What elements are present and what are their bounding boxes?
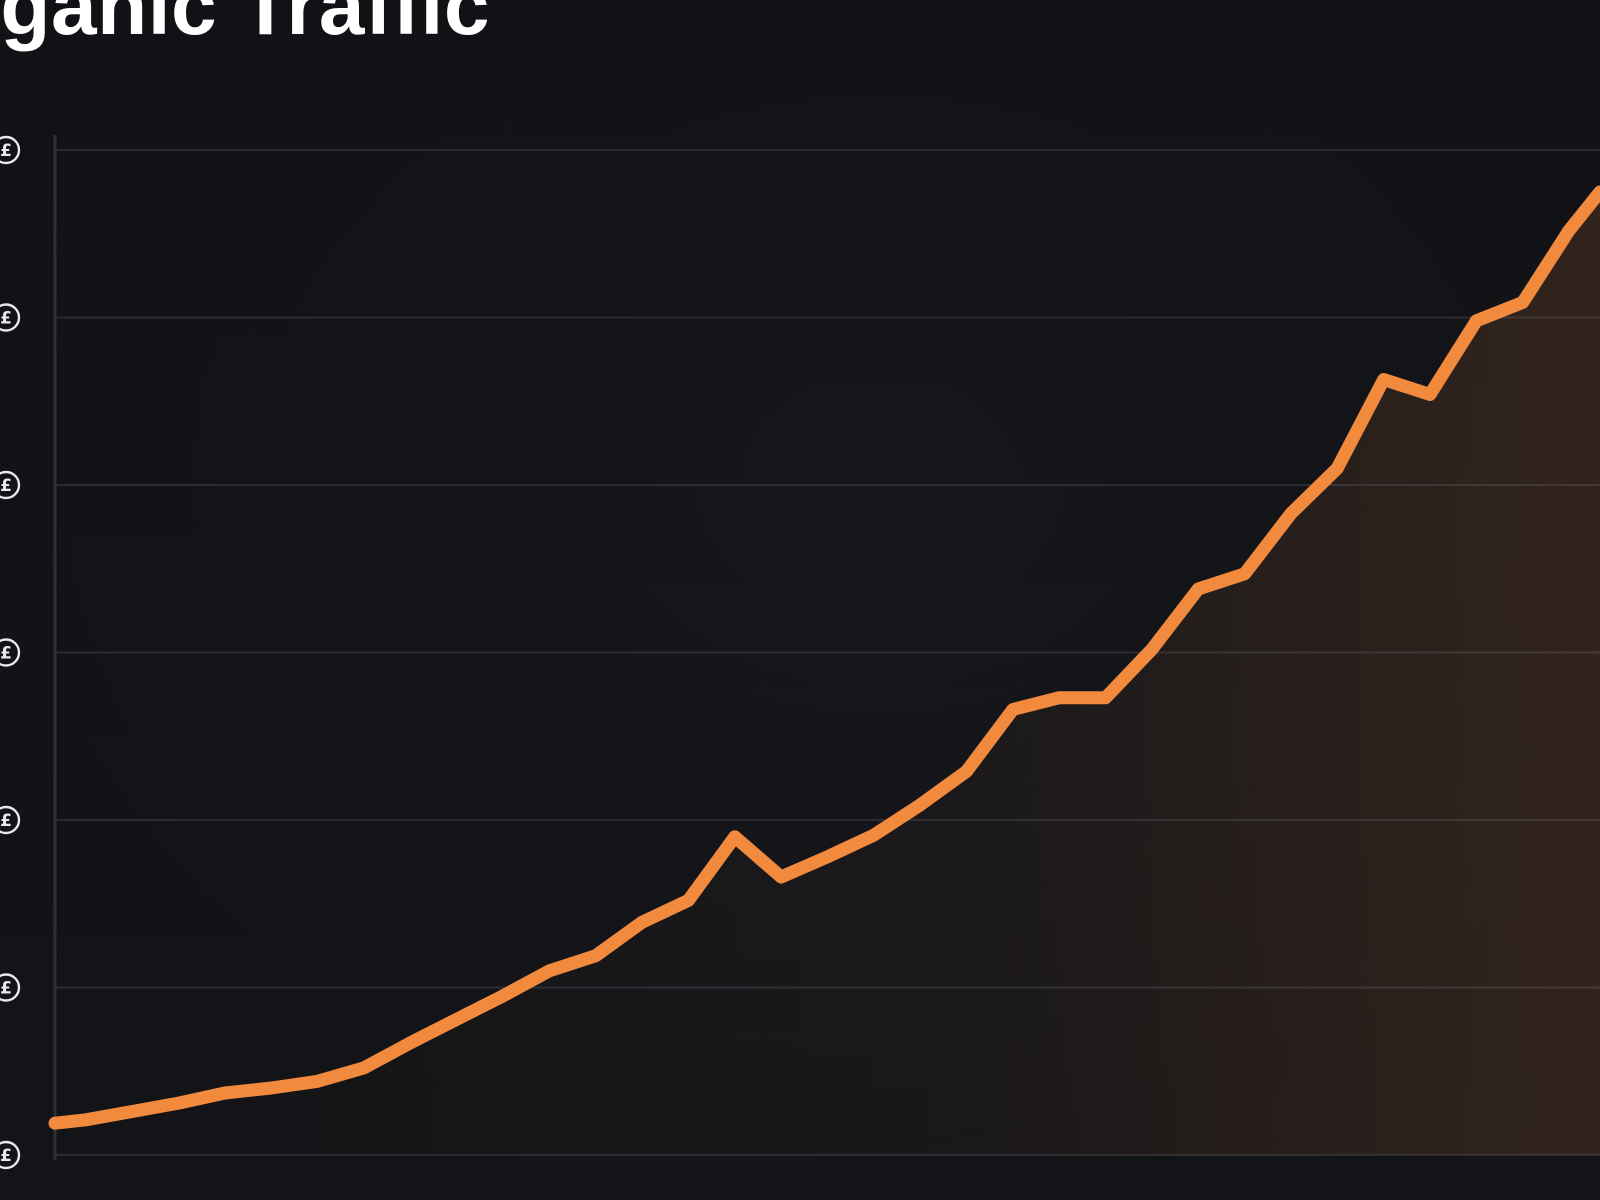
svg-text:£: £	[0, 644, 12, 664]
chart-title: rganic Traffic	[0, 0, 490, 52]
currency-icon: £	[0, 470, 21, 500]
svg-text:£: £	[0, 811, 12, 831]
svg-text:£: £	[0, 141, 12, 161]
currency-icon: £	[0, 1140, 21, 1170]
currency-icon: £	[0, 135, 21, 165]
currency-icon: £	[0, 973, 21, 1002]
currency-icon: £	[0, 805, 21, 835]
svg-text:£: £	[0, 476, 12, 496]
svg-text:£: £	[0, 1146, 12, 1166]
currency-icon: £	[0, 303, 21, 332]
svg-text:£: £	[0, 309, 12, 329]
series-area-fill	[55, 191, 1600, 1155]
y-axis-ticks: £ £ £ £ £ £ £	[0, 135, 21, 1170]
series-line	[48, 185, 1600, 1130]
currency-icon: £	[0, 638, 21, 667]
svg-text:£: £	[0, 979, 12, 999]
